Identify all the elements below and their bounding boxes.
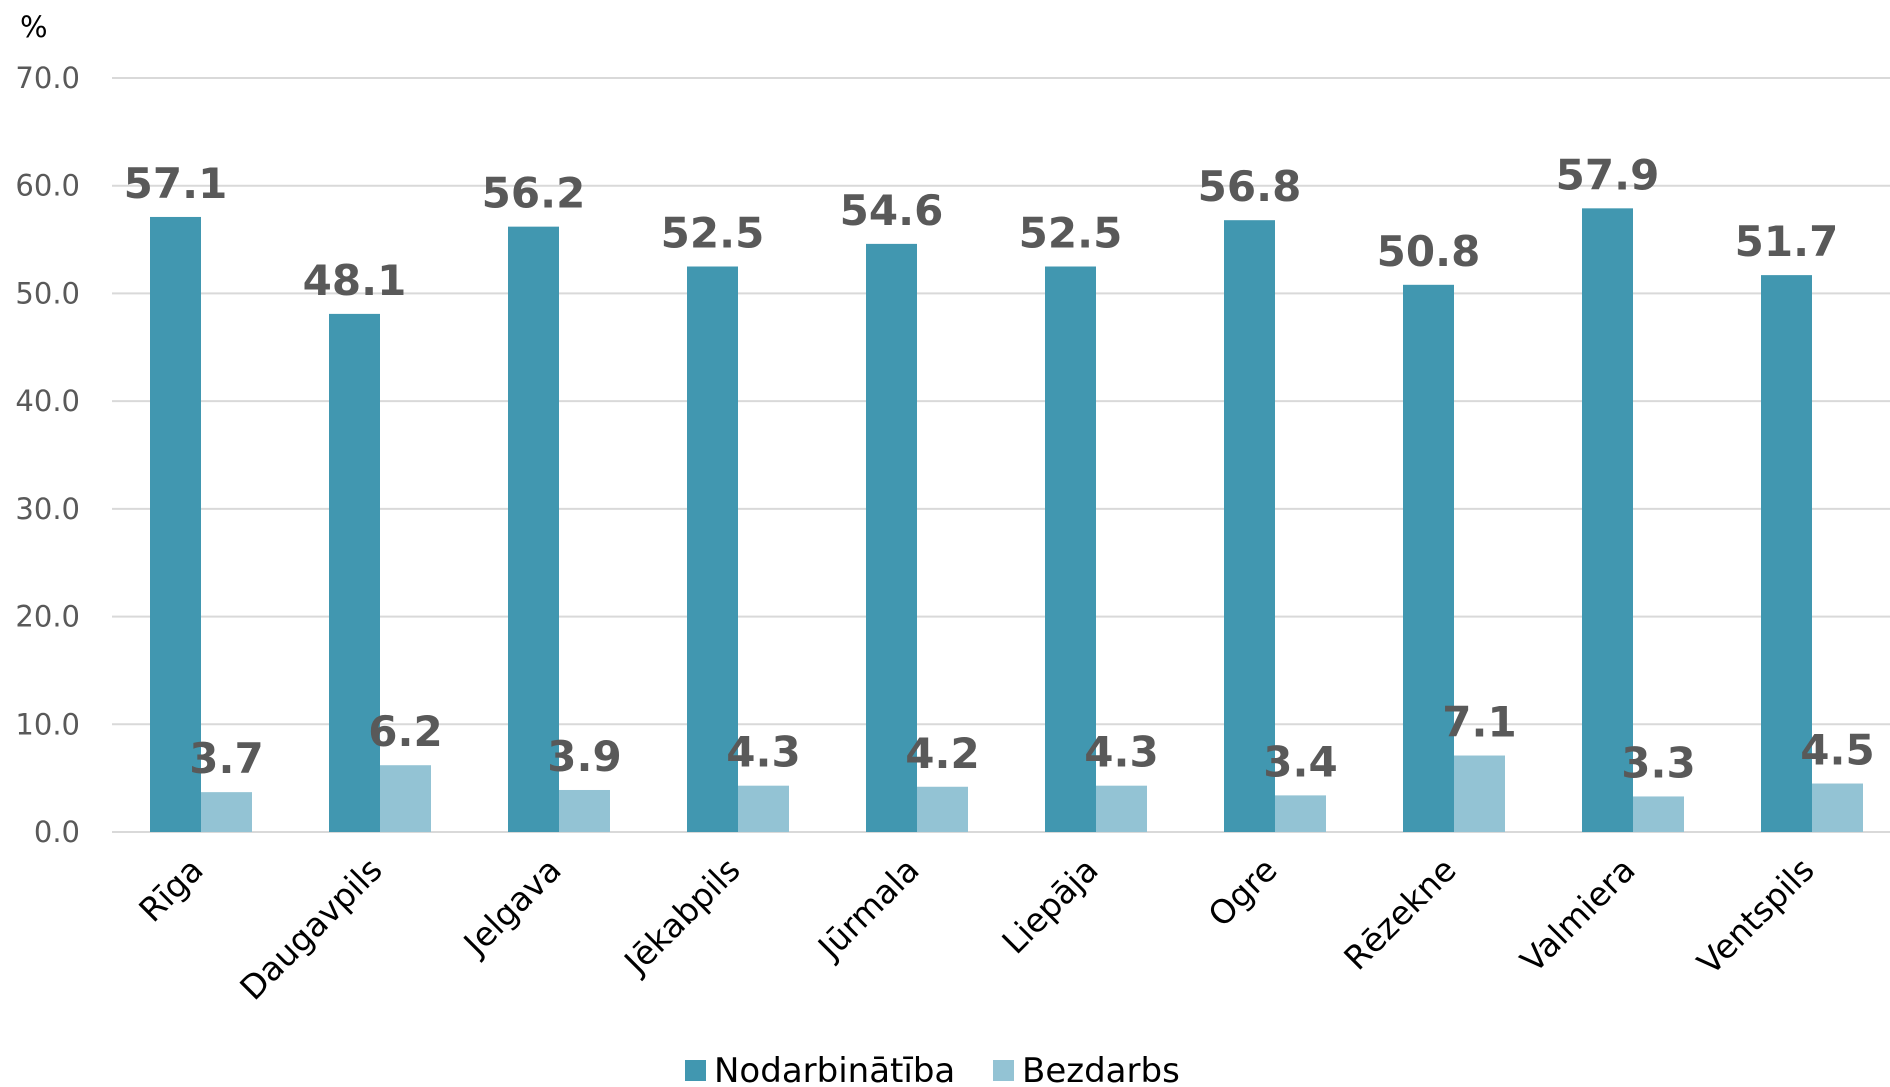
y-tick-label-1: 10.0: [15, 707, 80, 741]
y-tick-label-2: 20.0: [15, 600, 80, 634]
y-tick-label-6: 60.0: [15, 169, 80, 203]
x-tick-label-5: Liepāja: [994, 850, 1105, 961]
bar-nodarbinatiba-0: [150, 216, 201, 833]
y-tick-label-3: 30.0: [15, 492, 80, 526]
data-label-nodarbinatiba-5: 52.5: [1019, 209, 1123, 258]
bars: [150, 208, 1863, 833]
bar-bezdarbs-5: [1096, 785, 1147, 832]
legend-swatch-1: [993, 1060, 1014, 1081]
y-axis-unit-label: %: [20, 10, 48, 44]
bar-bezdarbs-9: [1812, 783, 1863, 832]
legend-label-0: Nodarbinātība: [714, 1051, 955, 1087]
legend: Nodarbinātība Bezdarbs: [685, 1051, 1180, 1087]
bar-bezdarbs-1: [380, 765, 431, 832]
x-tick-label-3: Jēkabpils: [615, 850, 747, 982]
bar-nodarbinatiba-6: [1224, 220, 1275, 832]
bar-nodarbinatiba-4: [866, 243, 917, 832]
bar-bezdarbs-2: [559, 789, 610, 832]
data-label-bezdarbs-5: 4.3: [1084, 728, 1158, 777]
x-tick-label-0: Rīga: [131, 850, 210, 929]
data-label-bezdarbs-9: 4.5: [1800, 726, 1874, 775]
x-tick-label-6: Ogre: [1200, 850, 1284, 934]
data-label-bezdarbs-0: 3.7: [189, 734, 263, 783]
legend-swatch-0: [685, 1060, 706, 1081]
data-label-bezdarbs-3: 4.3: [726, 728, 800, 777]
x-tick-label-4: Jūrmala: [809, 850, 927, 968]
bar-bezdarbs-4: [917, 786, 968, 832]
data-label-nodarbinatiba-4: 54.6: [840, 186, 944, 235]
y-tick-label-0: 0.0: [34, 815, 80, 849]
y-tick-label-4: 40.0: [15, 384, 80, 418]
x-tick-label-1: Daugavpils: [232, 850, 389, 1007]
bar-bezdarbs-8: [1633, 796, 1684, 832]
y-axis-ticks: 0.0 10.0 20.0 30.0 40.0 50.0 60.0 70.0: [15, 61, 80, 849]
data-label-nodarbinatiba-2: 56.2: [482, 169, 586, 218]
x-tick-label-9: Ventspils: [1690, 850, 1822, 982]
bar-bezdarbs-6: [1275, 795, 1326, 832]
bar-nodarbinatiba-7: [1403, 284, 1454, 833]
y-tick-label-5: 50.0: [15, 276, 80, 310]
x-tick-label-2: Jelgava: [455, 850, 569, 964]
bar-nodarbinatiba-5: [1045, 266, 1096, 832]
data-label-nodarbinatiba-9: 51.7: [1735, 217, 1839, 266]
data-label-nodarbinatiba-0: 57.1: [124, 159, 228, 208]
x-axis-category-labels: Rīga Daugavpils Jelgava Jēkabpils Jūrmala Lie…: [131, 850, 1821, 1007]
data-label-bezdarbs-1: 6.2: [368, 707, 442, 756]
data-label-bezdarbs-8: 3.3: [1621, 738, 1695, 787]
bar-nodarbinatiba-1: [329, 313, 380, 832]
gridlines: [112, 77, 1890, 833]
bar-bezdarbs-0: [201, 792, 252, 832]
data-labels: 57.1 3.7 48.1 6.2 56.2 3.9 52.5 4.3 54.6 4.2 52.5 4…: [124, 150, 1875, 787]
data-label-bezdarbs-2: 3.9: [547, 732, 621, 781]
x-tick-label-7: Rēzekne: [1336, 850, 1463, 977]
data-label-nodarbinatiba-1: 48.1: [303, 256, 407, 305]
data-label-bezdarbs-6: 3.4: [1263, 737, 1337, 786]
data-label-nodarbinatiba-3: 52.5: [661, 209, 765, 258]
bar-bezdarbs-3: [738, 785, 789, 832]
data-label-bezdarbs-4: 4.2: [905, 729, 979, 778]
bar-bezdarbs-7: [1454, 755, 1505, 832]
data-label-bezdarbs-7: 7.1: [1442, 698, 1516, 747]
bar-nodarbinatiba-3: [687, 266, 738, 832]
bar-nodarbinatiba-8: [1582, 208, 1633, 832]
bar-nodarbinatiba-2: [508, 226, 559, 832]
data-label-nodarbinatiba-7: 50.8: [1377, 227, 1481, 276]
x-tick-label-8: Valmiera: [1513, 850, 1643, 980]
data-label-nodarbinatiba-6: 56.8: [1198, 162, 1302, 211]
data-label-nodarbinatiba-8: 57.9: [1556, 150, 1660, 199]
bar-nodarbinatiba-9: [1761, 275, 1812, 832]
legend-label-1: Bezdarbs: [1022, 1051, 1180, 1087]
y-tick-label-7: 70.0: [15, 61, 80, 95]
